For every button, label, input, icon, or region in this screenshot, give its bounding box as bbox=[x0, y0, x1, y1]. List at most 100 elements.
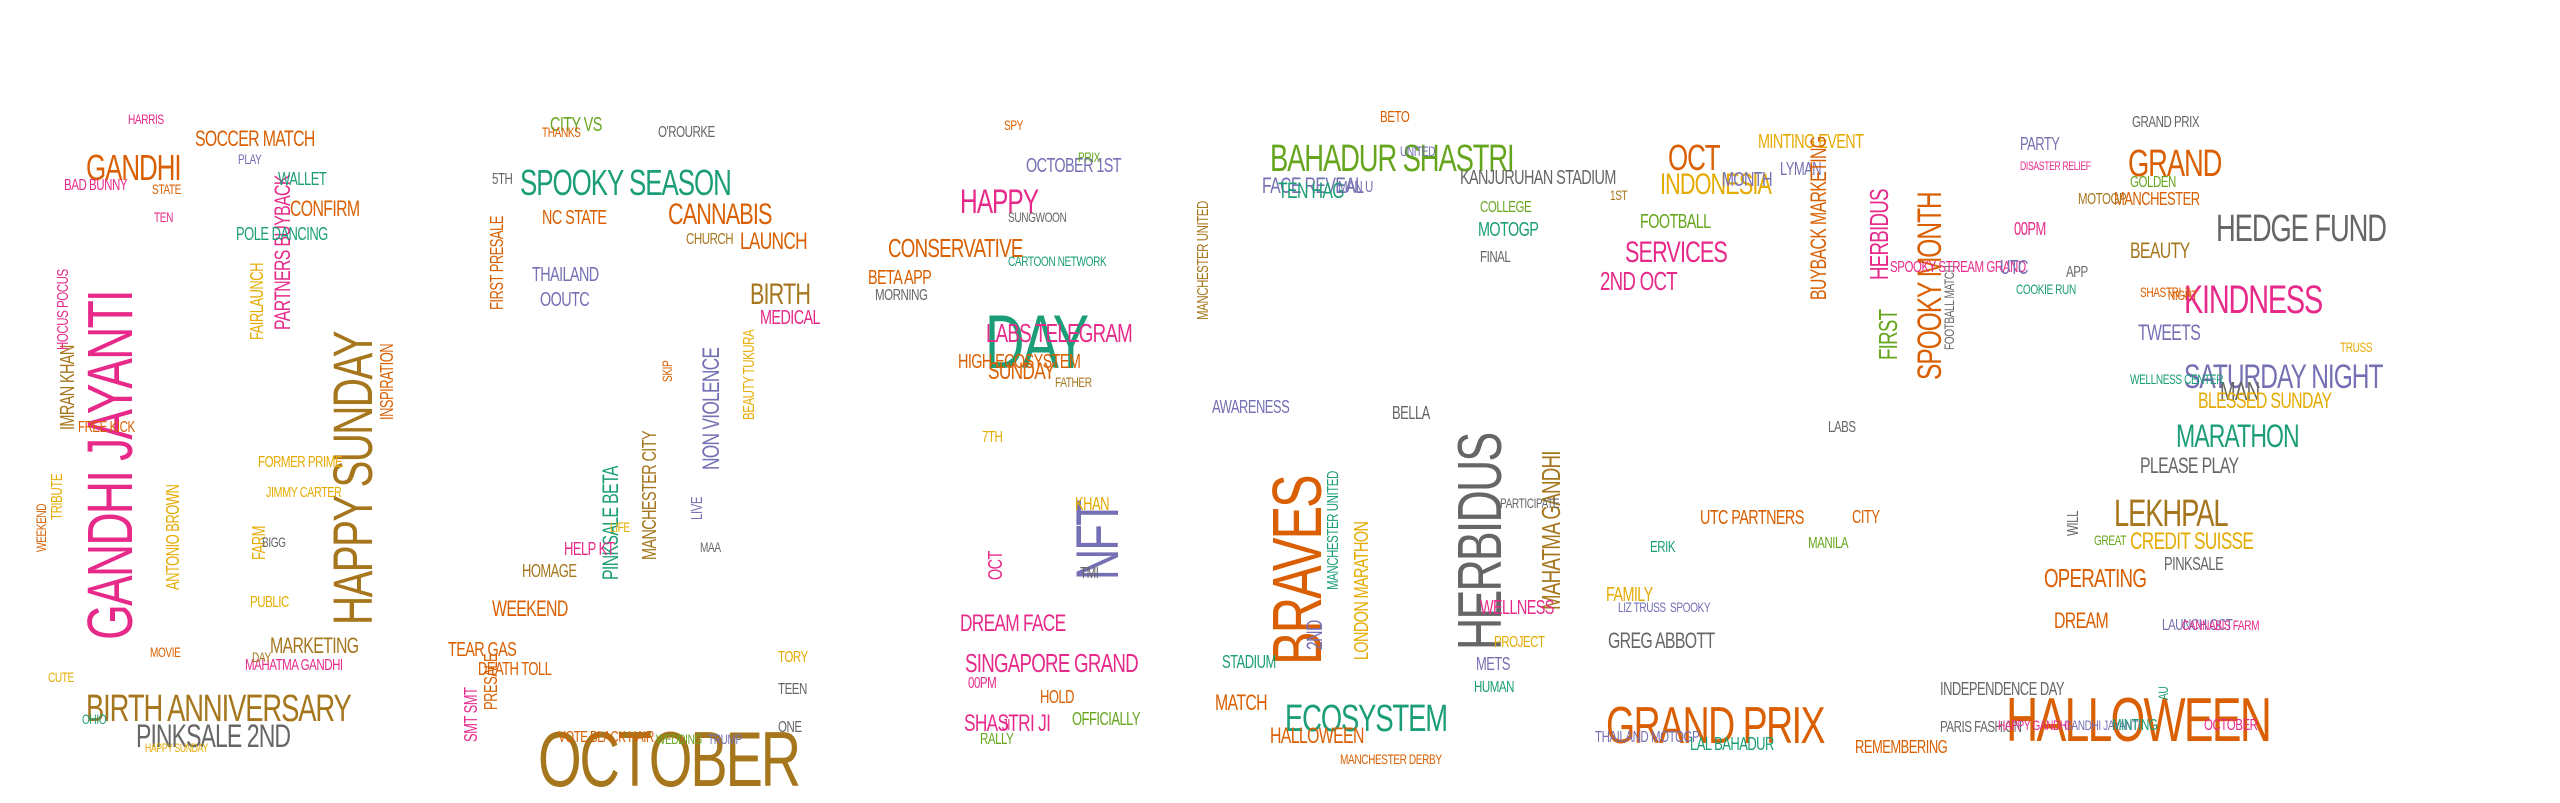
word-cloud-term: TMI bbox=[1080, 566, 1098, 582]
word-cloud-term: MOVIE bbox=[150, 645, 180, 659]
word-cloud-term: LONDON MARATHON bbox=[1352, 522, 1372, 660]
word-cloud-term: TEEN bbox=[778, 682, 807, 698]
word-cloud-term: OFFICIALLY bbox=[1072, 710, 1140, 728]
word-cloud-term: JIMMY CARTER bbox=[266, 485, 341, 500]
word-cloud-term: ANTONIO BROWN bbox=[164, 485, 182, 590]
word-cloud-term: MORNING bbox=[875, 288, 927, 304]
word-cloud-term: BIRTH bbox=[750, 280, 810, 310]
word-cloud-term: HAPPY GANDHI bbox=[1998, 718, 2069, 732]
word-cloud-term: TRIBUTE bbox=[50, 474, 66, 520]
word-cloud-term: FREE KICK bbox=[78, 420, 135, 436]
word-cloud-term: HOCUS POCUS bbox=[56, 269, 72, 350]
word-cloud-term: WEEKEND bbox=[34, 504, 48, 552]
word-cloud-term: TRUMP bbox=[708, 732, 742, 746]
word-cloud-term: THAILAND bbox=[532, 265, 599, 285]
word-cloud-term: CITY bbox=[1852, 508, 1879, 526]
word-cloud-term: TRUSS bbox=[2340, 340, 2372, 354]
word-cloud-term: AU bbox=[2156, 687, 2170, 700]
word-cloud-term: ONE bbox=[778, 720, 802, 736]
word-cloud-term: THAILAND MOTOGP bbox=[1595, 730, 1699, 746]
word-cloud-term: VOTE bbox=[558, 730, 588, 746]
word-cloud-term: WILL bbox=[2066, 511, 2082, 536]
word-cloud-term: BIGG bbox=[262, 535, 286, 549]
word-cloud-term: FOOTBALL bbox=[1640, 212, 1711, 232]
word-cloud-term: SKIP bbox=[660, 361, 674, 382]
word-cloud-term: FATHER bbox=[1055, 375, 1092, 389]
word-cloud-term: O'ROURKE bbox=[658, 125, 715, 141]
word-cloud-term: GRAND PRIX bbox=[2132, 115, 2199, 131]
word-cloud-term: HOLD bbox=[1040, 688, 1074, 706]
word-cloud-term: PLAY bbox=[238, 152, 261, 166]
word-cloud-term: METS bbox=[1476, 655, 1510, 673]
word-cloud-term: POLE DANCING bbox=[236, 225, 328, 243]
word-cloud-term: 7TH bbox=[982, 430, 1002, 446]
word-cloud-term: 00PM bbox=[968, 676, 996, 692]
word-cloud-term: KINDNESS bbox=[2184, 280, 2322, 320]
word-cloud-term: OOUTC bbox=[540, 290, 589, 310]
word-cloud-term: PRESALE bbox=[482, 654, 500, 710]
word-cloud-term: OCT bbox=[986, 551, 1006, 580]
word-cloud-term: STADIUM bbox=[1222, 653, 1276, 671]
word-cloud-term: SPY bbox=[1004, 118, 1023, 132]
word-cloud-term: BUYBACK MARKETING bbox=[1808, 136, 1830, 300]
word-cloud-term: CANNABIS FARM bbox=[2182, 618, 2259, 632]
word-cloud-term: HARRIS bbox=[128, 112, 164, 126]
word-cloud-term: FIRST PRESALE bbox=[488, 216, 506, 310]
word-cloud-term: SPOOKY SEASON bbox=[520, 165, 731, 201]
word-cloud-term: BLACK HAIR bbox=[590, 730, 654, 746]
word-cloud-term: AWARENESS bbox=[1212, 398, 1289, 416]
word-cloud-term: MAN U bbox=[1338, 180, 1373, 196]
word-cloud-term: WALLET bbox=[278, 170, 326, 188]
word-cloud-term: COOKIE RUN bbox=[2016, 282, 2076, 296]
word-cloud-term: SINGAPORE GRAND bbox=[965, 650, 1138, 676]
word-cloud-term: WELLNESS bbox=[1480, 598, 1554, 618]
word-cloud-term: BETO bbox=[1380, 110, 1409, 126]
word-cloud-term: WEEKEND bbox=[492, 598, 568, 620]
word-cloud-term: HIGH ECOSYSTEM bbox=[958, 352, 1080, 372]
word-cloud-term: GANDHI JAYANTI bbox=[78, 291, 142, 640]
word-cloud-term: LAL BAHADUR bbox=[1690, 735, 1774, 753]
word-cloud-term: OPERATING bbox=[2044, 565, 2146, 591]
word-cloud-term: RALLY bbox=[980, 732, 1013, 748]
word-cloud-term: CREDIT SUISSE bbox=[2130, 530, 2253, 554]
word-cloud-term: 2ND bbox=[1304, 620, 1326, 650]
word-cloud-term: FOOTBALL MATCH bbox=[1942, 265, 1956, 350]
word-cloud-term: BLESSED SUNDAY bbox=[2198, 390, 2331, 412]
word-cloud-term: MAHATMA GANDHI bbox=[1538, 451, 1564, 610]
word-cloud-term: MANCHESTER CITY bbox=[640, 431, 660, 560]
word-cloud-term: MARKETING bbox=[270, 635, 358, 657]
word-cloud-term: REMEMBERING bbox=[1855, 738, 1947, 756]
word-cloud-term: MOTOGP bbox=[1478, 220, 1538, 240]
word-cloud-term: HAPPY SUNDAY bbox=[325, 332, 381, 625]
word-cloud-term: GREAT bbox=[2094, 533, 2126, 547]
word-cloud-term: 00PM bbox=[2014, 220, 2046, 238]
word-cloud-term: CHURCH bbox=[686, 232, 733, 248]
word-cloud-term: CANNABIS bbox=[668, 200, 772, 230]
word-cloud-term: CUTE bbox=[48, 670, 74, 684]
word-cloud-term: STATE bbox=[152, 182, 181, 196]
word-cloud-term: COLLEGE bbox=[1480, 200, 1531, 216]
word-cloud-term: PROJECT bbox=[1494, 635, 1545, 651]
word-cloud-term: OCTOBER 1ST bbox=[1026, 156, 1121, 176]
word-cloud-term: KHAN bbox=[1075, 495, 1109, 513]
word-cloud-term: UTC PARTNERS bbox=[1700, 508, 1804, 528]
word-cloud-term: TEN bbox=[154, 210, 173, 224]
word-cloud-term: PRIX bbox=[1078, 150, 1100, 164]
word-cloud-term: HAPPY SUNDAY bbox=[145, 742, 208, 754]
word-cloud-term: LABS TELEGRAM bbox=[986, 320, 1132, 346]
word-cloud-term: NON VIOLENCE bbox=[700, 348, 724, 470]
word-cloud-term: LIZ TRUSS bbox=[1618, 600, 1666, 614]
word-cloud-term: 2ND OCT bbox=[1600, 268, 1677, 294]
word-cloud-term: SERVICES bbox=[1625, 238, 1727, 268]
word-cloud-term: MANCHESTER UNITED bbox=[1326, 471, 1342, 590]
word-cloud-term: CONSERVATIVE bbox=[888, 235, 1023, 261]
word-cloud-term: SOCCER MATCH bbox=[195, 128, 315, 150]
word-cloud-term: LAUNCH bbox=[740, 230, 807, 254]
word-cloud-term: PLEASE PLAY bbox=[2140, 455, 2238, 477]
word-cloud-term: TORY bbox=[778, 650, 808, 666]
word-cloud-term: MONTH bbox=[1722, 170, 1772, 190]
word-cloud-term: GREG ABBOTT bbox=[1608, 630, 1715, 652]
word-cloud-term: MOTOGP bbox=[2078, 192, 2126, 208]
word-cloud-term: DREAM FACE bbox=[960, 612, 1065, 636]
